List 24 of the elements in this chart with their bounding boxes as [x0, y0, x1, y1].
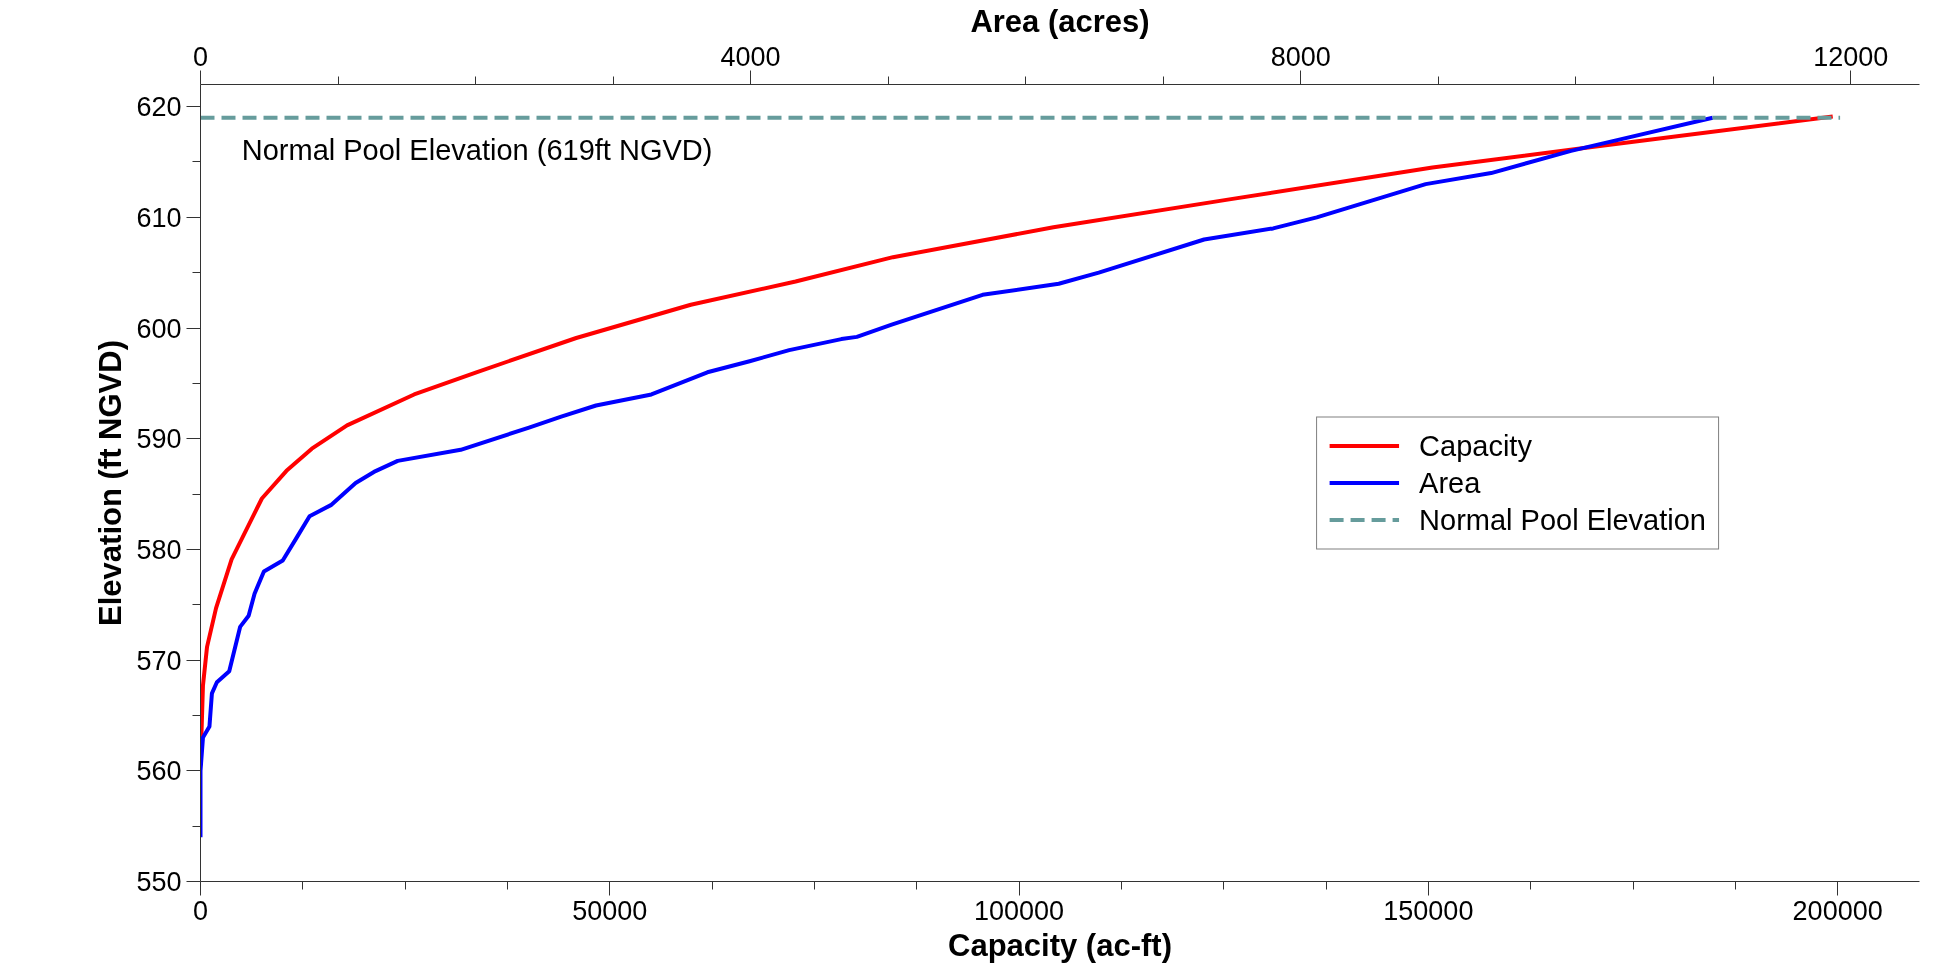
x-tick-label: 200000 [1792, 895, 1883, 926]
x2-tick-label: 4000 [720, 41, 781, 72]
x-tick-label: 100000 [974, 895, 1065, 926]
x2-tick-label: 12000 [1813, 41, 1889, 72]
legend-label: Normal Pool Elevation [1419, 503, 1706, 536]
y-tick-label: 570 [136, 645, 182, 676]
x2-axis-title: Area (acres) [970, 3, 1150, 39]
x-tick-label: 0 [192, 895, 209, 926]
y-tick-label: 600 [136, 313, 182, 344]
legend-label: Capacity [1419, 429, 1532, 462]
annotation: Normal Pool Elevation (619ft NGVD) [241, 133, 713, 166]
x-axis-title: Capacity (ac-ft) [948, 927, 1172, 963]
legend-label: Area [1419, 466, 1481, 499]
y-tick-label: 560 [136, 756, 182, 787]
x2-tick-label: 0 [192, 41, 209, 72]
y-tick-label: 590 [136, 424, 182, 455]
x2-tick-label: 8000 [1270, 41, 1331, 72]
y-tick-label: 580 [136, 534, 182, 565]
y-tick-label: 550 [136, 867, 182, 897]
x-tick-label: 50000 [572, 895, 648, 926]
y-axis-title: Elevation (ft NGVD) [93, 340, 129, 626]
y-tick-label: 620 [136, 92, 182, 123]
x-tick-label: 150000 [1383, 895, 1474, 926]
y-tick-label: 610 [136, 202, 182, 233]
